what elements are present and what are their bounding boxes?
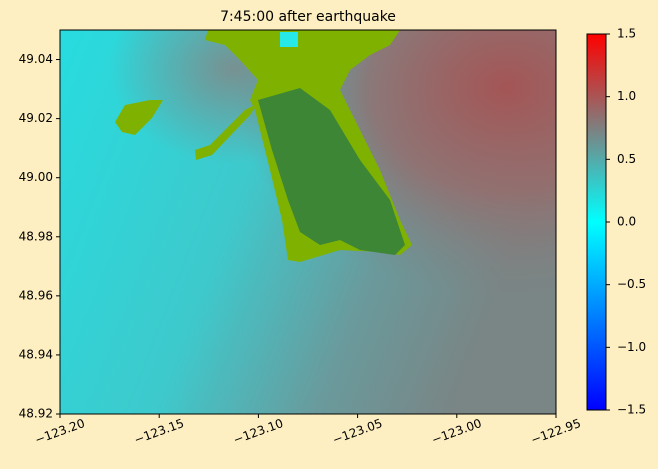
x-tick-label: −123.00 [430, 416, 484, 447]
colorbar-tick-label: −0.5 [617, 277, 646, 291]
y-tick-label: 48.96 [19, 288, 53, 302]
y-tick-label: 48.92 [19, 407, 53, 421]
colorbar [586, 33, 607, 411]
x-tick-label: −123.10 [231, 416, 285, 447]
colorbar-tick-label: 1.5 [617, 27, 636, 41]
colorbar-tick-label: 0.0 [617, 215, 636, 229]
colorbar-tick-label: 1.0 [617, 89, 636, 103]
x-tick-label: −123.20 [33, 416, 87, 447]
x-tick-label: −123.05 [331, 416, 385, 447]
y-tick-label: 49.00 [19, 170, 53, 184]
chart-title: 7:45:00 after earthquake [220, 9, 396, 25]
plot-frame [59, 29, 557, 415]
colorbar-tick-label: −1.5 [617, 403, 646, 417]
x-tick-label: −123.15 [132, 416, 186, 447]
y-tick-label: 48.94 [19, 347, 53, 361]
colorbar-tick-label: −1.0 [617, 340, 646, 354]
y-tick-label: 48.98 [19, 229, 53, 243]
y-tick-label: 49.04 [19, 52, 53, 66]
y-tick-label: 49.02 [19, 111, 53, 125]
x-tick-label: −122.95 [529, 416, 583, 447]
field [60, 30, 556, 414]
colorbar-tick-label: 0.5 [617, 152, 636, 166]
